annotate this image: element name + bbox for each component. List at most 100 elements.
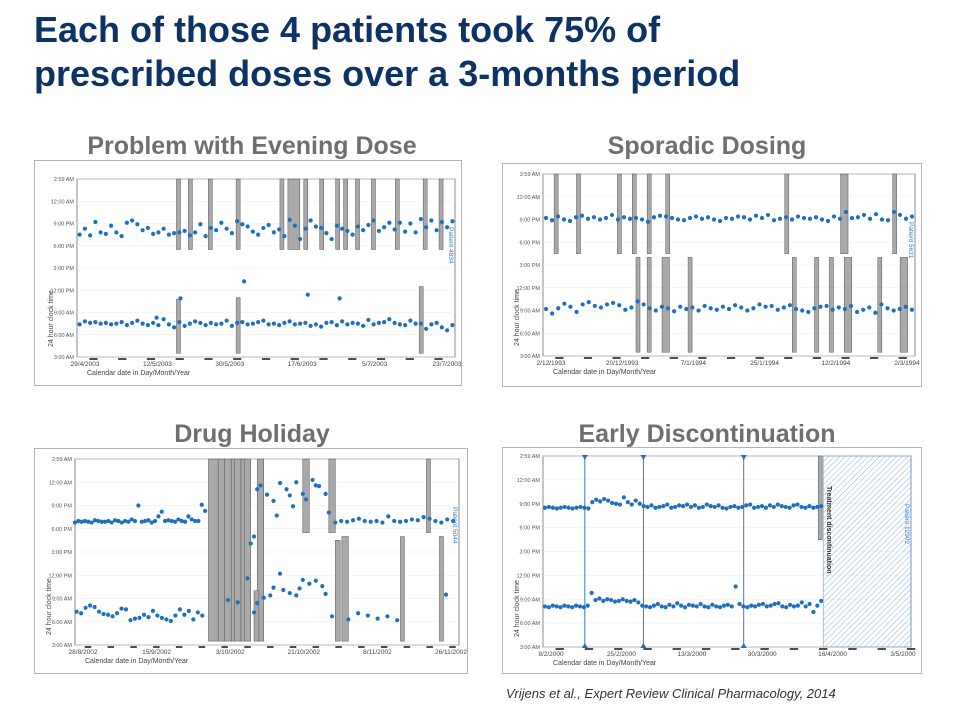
dose-point: [542, 604, 548, 609]
dose-point: [103, 231, 108, 236]
dose-point: [387, 220, 392, 225]
dose-point: [633, 215, 639, 221]
dose-point: [604, 302, 610, 307]
missed-dose-bar: [217, 458, 225, 642]
dose-point: [728, 504, 733, 510]
y-tick-label: 2:59 AM: [520, 172, 541, 178]
y-axis-label: 24 hour clock time: [46, 578, 53, 635]
dose-point: [702, 303, 707, 309]
missed-dose-bar: [355, 178, 360, 250]
dose-point: [316, 484, 322, 489]
dose-point: [811, 505, 816, 510]
dose-point: [714, 307, 719, 312]
dose-point: [879, 302, 884, 307]
dose-point: [119, 234, 124, 239]
dose-point: [675, 601, 680, 606]
dose-point: [594, 497, 599, 502]
dose-point: [593, 597, 598, 603]
missed-dose-bar: [814, 257, 819, 353]
missed-dose-bar: [343, 178, 348, 250]
dose-point: [690, 305, 695, 310]
dose-point: [140, 321, 145, 326]
dose-point: [124, 220, 129, 225]
dose-point: [771, 504, 776, 510]
dose-point: [628, 599, 633, 604]
dose-point: [752, 604, 758, 609]
dose-point: [721, 603, 727, 608]
dose-point: [300, 577, 305, 582]
dose-point: [657, 504, 662, 510]
dose-point: [256, 320, 261, 325]
y-tick-label: 6:00 AM: [54, 333, 75, 339]
missed-dose-bar: [235, 178, 241, 250]
dose-point: [320, 584, 325, 589]
dose-point: [245, 322, 250, 327]
dose-point: [166, 518, 171, 523]
dose-point: [307, 581, 312, 586]
dose-point: [699, 216, 705, 221]
dose-point: [242, 279, 247, 284]
dose-point: [149, 520, 154, 525]
dose-point: [546, 504, 552, 510]
missed-dose-bar: [422, 178, 428, 250]
dose-point: [579, 213, 585, 218]
dose-point: [182, 519, 188, 524]
dose-point: [445, 517, 450, 522]
dose-point: [570, 605, 575, 610]
dose-point: [819, 217, 825, 222]
missed-dose-bar: [335, 540, 341, 642]
dose-point: [562, 301, 567, 306]
dose-point: [308, 323, 313, 328]
y-tick-label: 3:00 AM: [520, 645, 541, 651]
discontinuation-label: Treatment discontinuation: [825, 486, 832, 574]
dose-point: [362, 518, 367, 524]
dose-point: [287, 590, 292, 596]
x-tick-label: 2/12/1993: [537, 360, 566, 367]
dose-point: [240, 222, 245, 227]
dose-point: [376, 228, 381, 234]
dose-point: [169, 518, 174, 524]
dose-point: [225, 597, 231, 603]
dose-point: [418, 321, 423, 326]
dose-point: [659, 604, 664, 609]
y-tick-label: 2:59 AM: [52, 457, 73, 463]
dose-point: [83, 605, 88, 610]
dose-point: [779, 504, 784, 509]
x-tick-label: 30/3/2000: [748, 651, 777, 658]
y-tick-label: 3:00 AM: [52, 643, 73, 649]
dose-point: [694, 604, 699, 609]
dose-point: [439, 520, 444, 525]
dose-point: [261, 318, 266, 323]
dose-point: [732, 504, 737, 509]
dose-point: [110, 614, 115, 619]
missed-dose-bar: [646, 173, 652, 254]
dose-point: [663, 605, 668, 610]
dose-point: [714, 604, 719, 609]
dose-point: [261, 225, 266, 231]
x-tick-label: 5/7/2003: [362, 361, 388, 368]
dose-point: [597, 596, 602, 601]
event-marker-triangle: [640, 455, 647, 460]
dose-point: [137, 615, 142, 620]
dose-point: [240, 320, 245, 325]
dose-point: [375, 616, 380, 621]
chart-panel-sporadic-dosing: 2:59 AM 12:00 AM 9:00 PM 6:00 PM 3:00 PM 12:0…: [502, 163, 922, 387]
dose-point: [79, 519, 84, 524]
y-tick-label: 6:00 PM: [520, 526, 541, 532]
dose-point: [678, 304, 683, 309]
dose-point: [268, 593, 273, 598]
dose-point: [812, 306, 817, 311]
dose-point: [891, 308, 896, 313]
dose-point: [562, 603, 567, 608]
dose-point: [819, 598, 824, 603]
dose-point: [439, 325, 444, 330]
dose-point: [661, 504, 666, 509]
dose-point: [142, 518, 148, 524]
y-tick-label: 9:00 AM: [52, 597, 73, 603]
dose-point: [635, 299, 640, 304]
dose-point: [673, 504, 678, 510]
missed-dose-bar: [553, 173, 559, 254]
dose-point: [616, 598, 621, 603]
dose-point: [122, 518, 128, 524]
x-tick-label: 16/4/2000: [818, 651, 847, 658]
